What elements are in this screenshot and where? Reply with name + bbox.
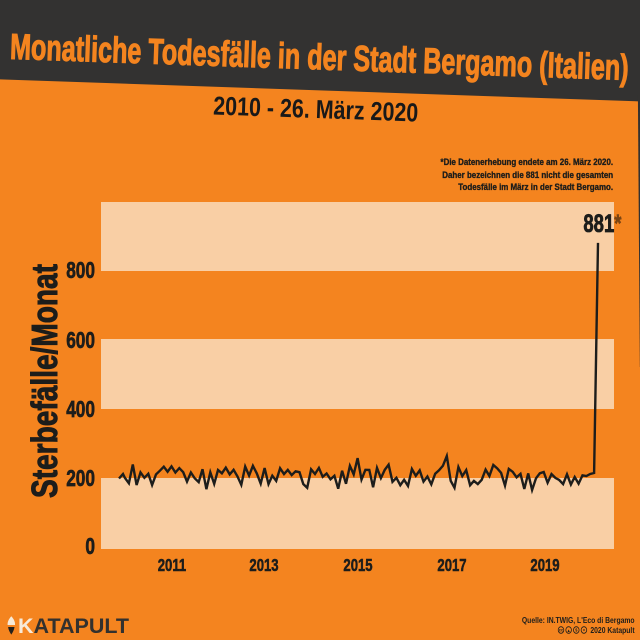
svg-text:▲: ▲ bbox=[567, 627, 571, 632]
svg-text:cc: cc bbox=[560, 627, 565, 632]
svg-text:$: $ bbox=[576, 627, 579, 632]
svg-text:=: = bbox=[584, 627, 587, 632]
